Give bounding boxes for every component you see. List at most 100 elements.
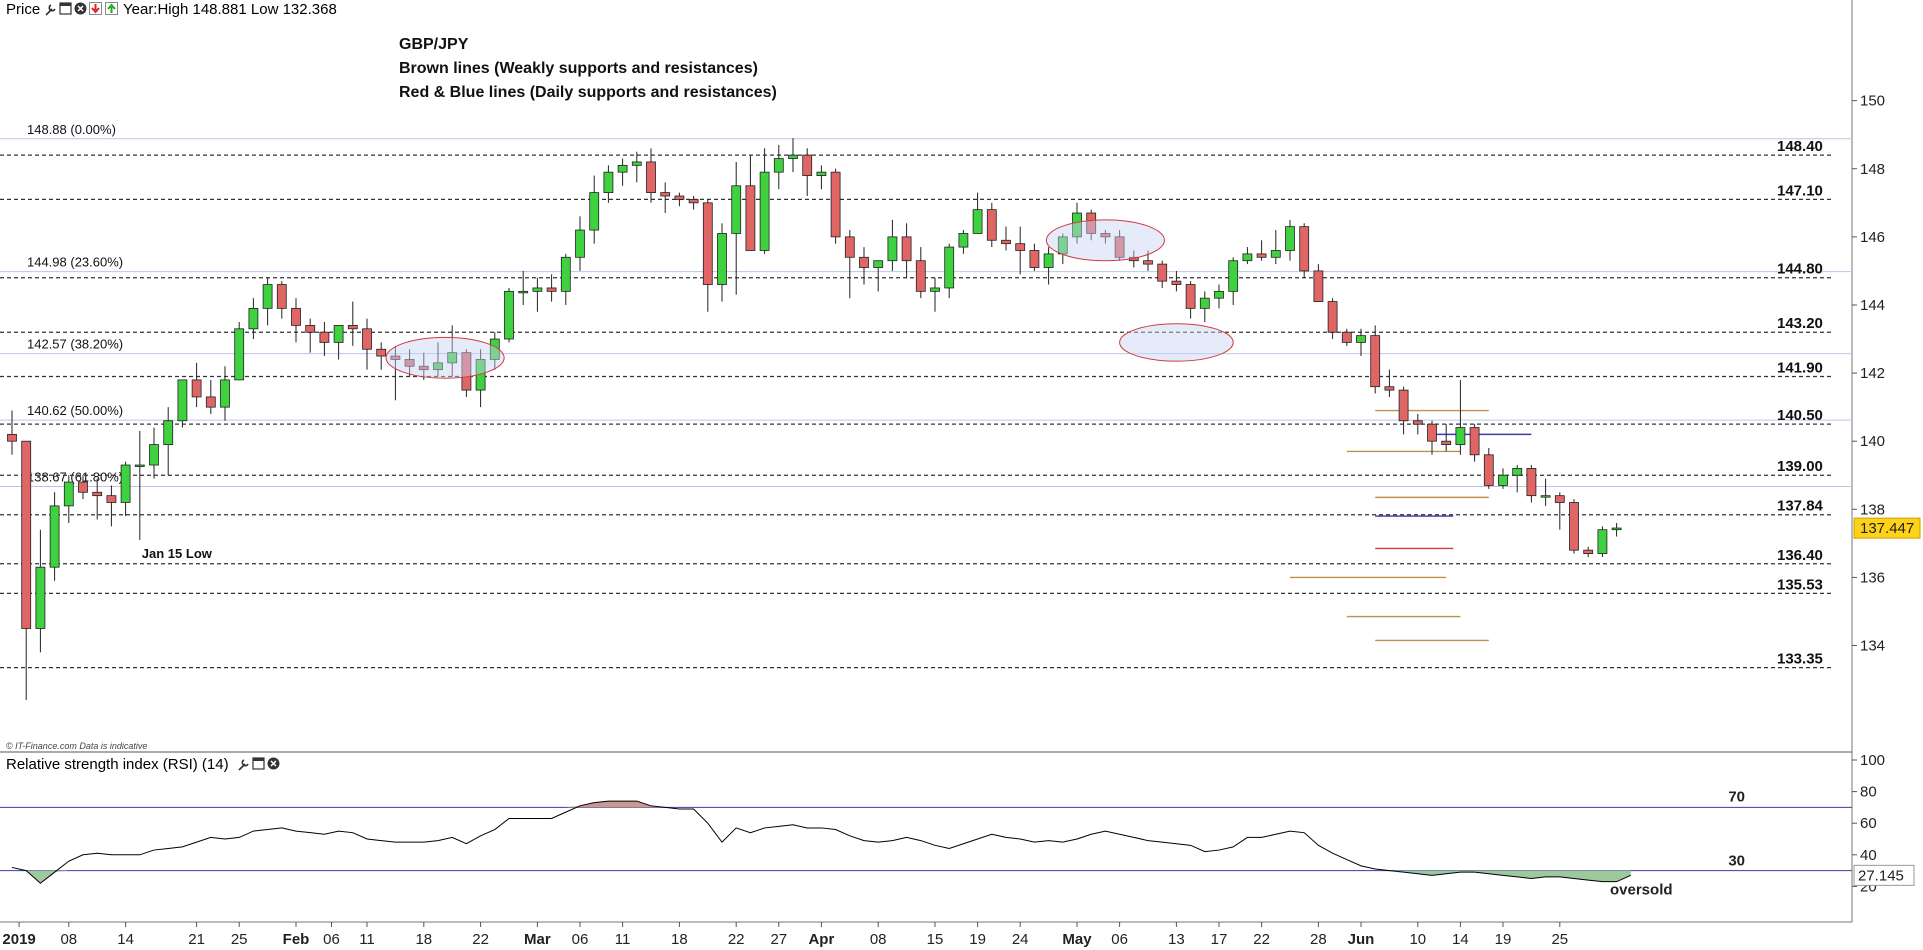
highlight-ellipse xyxy=(1119,323,1234,362)
bullish-candle xyxy=(972,192,983,234)
candle-body xyxy=(575,229,585,258)
bullish-candle xyxy=(873,260,884,292)
bullish-candle xyxy=(887,219,898,271)
bearish-candle xyxy=(1256,240,1267,261)
bearish-candle xyxy=(859,247,869,285)
bullish-candle xyxy=(575,216,585,271)
bearish-candle xyxy=(745,155,756,251)
candle-body xyxy=(1455,427,1466,445)
candle-body xyxy=(78,481,88,493)
rsi-panel: Relative strength index (RSI) (14)204060… xyxy=(0,752,1915,899)
bullish-candle xyxy=(631,151,642,183)
rsi-wrench-icon[interactable] xyxy=(238,759,249,771)
short-level-segments xyxy=(1290,409,1532,642)
candle-body xyxy=(1228,260,1239,292)
arrow-down-icon[interactable] xyxy=(89,2,102,15)
window-icon[interactable] xyxy=(59,2,72,15)
level-label: 141.90 xyxy=(1777,359,1823,376)
bearish-candle xyxy=(1029,243,1040,271)
fib-level-label: 140.62 (50.00%) xyxy=(27,403,123,418)
candle-body xyxy=(1554,495,1565,503)
level-label: 140.50 xyxy=(1777,407,1823,424)
bullish-candle xyxy=(504,287,514,343)
bullish-candle xyxy=(1356,328,1366,357)
candle-body xyxy=(1370,335,1381,388)
candlestick-series: Jan 15 Low xyxy=(7,138,1622,700)
date-tick-label: 15 xyxy=(927,931,944,948)
candle-body xyxy=(915,260,926,292)
candle-body xyxy=(1341,331,1352,343)
close-icon[interactable] xyxy=(74,2,87,15)
bullish-candle xyxy=(248,298,259,340)
bearish-candle xyxy=(546,274,557,302)
bearish-candle xyxy=(1086,209,1097,241)
candle-body xyxy=(631,161,642,166)
candle-body xyxy=(1526,468,1537,497)
bearish-candle xyxy=(404,349,415,377)
price-tick-label: 134 xyxy=(1860,638,1885,655)
date-tick-label: 21 xyxy=(188,931,205,948)
bullish-candle xyxy=(333,325,344,360)
date-tick-label: Jun xyxy=(1348,931,1375,948)
wrench-icon[interactable] xyxy=(45,4,56,16)
price-tick-label: 150 xyxy=(1860,93,1885,110)
bullish-candle xyxy=(1057,233,1068,265)
date-tick-label: Feb xyxy=(283,931,310,948)
bullish-candle xyxy=(63,475,74,523)
chart-background xyxy=(0,0,1852,948)
candle-body xyxy=(532,287,543,292)
bearish-candle xyxy=(830,168,841,244)
candle-body xyxy=(21,440,32,629)
rsi-line xyxy=(11,800,1632,884)
bullish-candle xyxy=(1597,526,1608,557)
date-tick-label: 18 xyxy=(415,931,432,948)
bearish-candle xyxy=(1100,230,1111,244)
candle-body xyxy=(1001,239,1011,245)
bearish-candle xyxy=(1469,424,1480,462)
candle-body xyxy=(1100,233,1111,238)
candle-body xyxy=(1512,468,1523,476)
date-tick-label: 17 xyxy=(1211,931,1228,948)
candle-body xyxy=(319,331,330,343)
arrow-up-icon[interactable] xyxy=(105,2,118,15)
bearish-candle xyxy=(376,342,387,370)
bullish-candle xyxy=(35,529,46,653)
bearish-candle xyxy=(702,199,713,312)
candle-body xyxy=(120,464,131,503)
bearish-candle xyxy=(1313,264,1324,302)
candle-body xyxy=(717,233,727,285)
bullish-candle xyxy=(759,148,770,254)
fib-level-label: 144.98 (23.60%) xyxy=(27,255,123,270)
bearish-candle xyxy=(305,318,316,353)
bearish-candle xyxy=(915,247,926,299)
candle-body xyxy=(1313,270,1324,302)
candle-body xyxy=(333,325,344,343)
bearish-candle xyxy=(21,440,32,700)
date-tick-label: May xyxy=(1062,931,1092,948)
bearish-candle xyxy=(688,196,699,210)
candle-body xyxy=(1285,226,1295,251)
candle-body xyxy=(1498,474,1508,486)
bearish-candle xyxy=(1398,386,1409,435)
bearish-candle xyxy=(1427,420,1437,455)
candle-body xyxy=(1611,527,1622,531)
candle-body xyxy=(1327,301,1338,333)
bullish-candle xyxy=(816,165,827,190)
bullish-candle xyxy=(1228,257,1239,305)
candle-body xyxy=(49,505,60,568)
date-tick-label: 19 xyxy=(969,931,986,948)
bullish-candle xyxy=(134,430,145,540)
bearish-candle xyxy=(986,202,997,248)
date-tick-label: 2019 xyxy=(2,931,35,948)
candle-body xyxy=(958,233,969,248)
candle-body xyxy=(1143,260,1153,265)
price-tick-label: 142 xyxy=(1860,365,1885,382)
rsi-close-icon[interactable] xyxy=(267,757,280,770)
candle-body xyxy=(234,328,245,381)
candle-body xyxy=(461,352,472,391)
candle-body xyxy=(362,328,372,350)
bearish-candle xyxy=(1483,448,1494,489)
candle-body xyxy=(802,154,813,176)
rsi-window-icon[interactable] xyxy=(252,757,265,770)
